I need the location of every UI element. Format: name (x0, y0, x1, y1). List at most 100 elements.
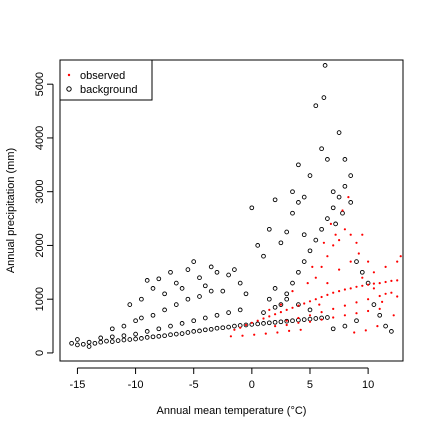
x-tick-label: -5 (189, 379, 199, 391)
background-point (290, 280, 295, 286)
legend-observed-marker (67, 73, 71, 77)
observed-point (264, 332, 267, 335)
y-axis: 0 1000 2000 3000 4000 5000 (34, 72, 54, 356)
background-point (371, 302, 377, 307)
y-tick-label: 5000 (34, 72, 46, 96)
observed-point (322, 241, 325, 244)
background-point (348, 173, 354, 178)
observed-point (244, 323, 248, 327)
background-point (284, 318, 290, 324)
observed-point (303, 302, 306, 305)
background-point (284, 291, 290, 297)
background-point (127, 302, 133, 307)
background-point (249, 205, 255, 211)
observed-point (279, 303, 282, 306)
background-point (185, 296, 191, 302)
observed-point (250, 321, 253, 324)
background-point (220, 325, 226, 331)
background-point (144, 335, 150, 340)
background-point (144, 329, 150, 334)
observed-point (239, 326, 242, 329)
observed-point (288, 329, 291, 332)
observed-point (320, 311, 323, 314)
background-point (191, 318, 197, 324)
plot-frame (59, 59, 404, 362)
observed-point (367, 309, 370, 313)
observed-point (349, 260, 352, 263)
background-point (104, 338, 109, 344)
background-point (243, 291, 249, 297)
background-point (261, 253, 266, 259)
background-point (232, 323, 237, 329)
background-point (109, 339, 115, 344)
observed-point (268, 308, 271, 311)
x-tick-label: 0 (249, 379, 255, 391)
background-point (133, 331, 138, 337)
observed-point (341, 209, 344, 212)
background-point (255, 243, 261, 248)
background-point (208, 326, 214, 332)
x-tick-label: -15 (69, 379, 85, 391)
background-point (296, 162, 301, 168)
background-point (301, 259, 307, 264)
background-point (307, 248, 313, 254)
background-point (202, 283, 208, 289)
observed-point (338, 239, 341, 242)
observed-point (355, 241, 358, 244)
background-point (272, 304, 278, 310)
background-point (115, 338, 121, 343)
x-tick-label: -10 (128, 379, 144, 391)
observed-point (276, 331, 279, 334)
background-point (156, 333, 162, 339)
observed-point (320, 265, 323, 268)
x-axis-title: Annual mean temperature (°C) (157, 405, 307, 417)
observed-point (396, 279, 399, 282)
background-point (80, 341, 86, 347)
background-point (202, 315, 208, 321)
observed-point (384, 292, 387, 295)
observed-point (314, 298, 317, 301)
background-point (179, 321, 185, 326)
x-tick-label: 10 (362, 379, 374, 391)
observed-point (343, 228, 346, 231)
background-point (377, 312, 383, 318)
points-layer (69, 63, 402, 349)
background-point (173, 331, 179, 337)
background-point (109, 334, 115, 340)
background-point (98, 335, 104, 341)
observed-point (396, 295, 399, 298)
background-point (162, 307, 167, 313)
background-point (278, 240, 284, 246)
background-point (214, 325, 220, 331)
observed-point (343, 314, 346, 317)
background-point (86, 339, 92, 345)
legend-box (59, 59, 153, 101)
observed-point (320, 318, 323, 321)
observed-point (297, 304, 300, 307)
observed-point (343, 304, 346, 307)
background-point (156, 276, 162, 282)
background-point (330, 189, 336, 195)
background-point (266, 226, 272, 232)
background-point (179, 331, 185, 336)
background-point (121, 333, 127, 339)
observed-point (332, 307, 335, 310)
observed-point (355, 312, 358, 315)
observed-point (367, 298, 370, 301)
observed-point (326, 293, 329, 296)
background-point (168, 269, 173, 275)
background-point (278, 319, 284, 325)
background-point (348, 200, 354, 205)
observed-point (233, 328, 236, 331)
observed-point (329, 222, 332, 225)
background-point (389, 329, 394, 334)
observed-point (355, 301, 358, 304)
background-point (243, 322, 249, 328)
background-point (266, 296, 272, 302)
background-point (208, 288, 214, 294)
background-point (179, 286, 185, 291)
background-point (220, 288, 226, 294)
legend-observed-label: observed (80, 70, 125, 82)
observed-point (318, 303, 321, 306)
observed-point (357, 252, 360, 255)
